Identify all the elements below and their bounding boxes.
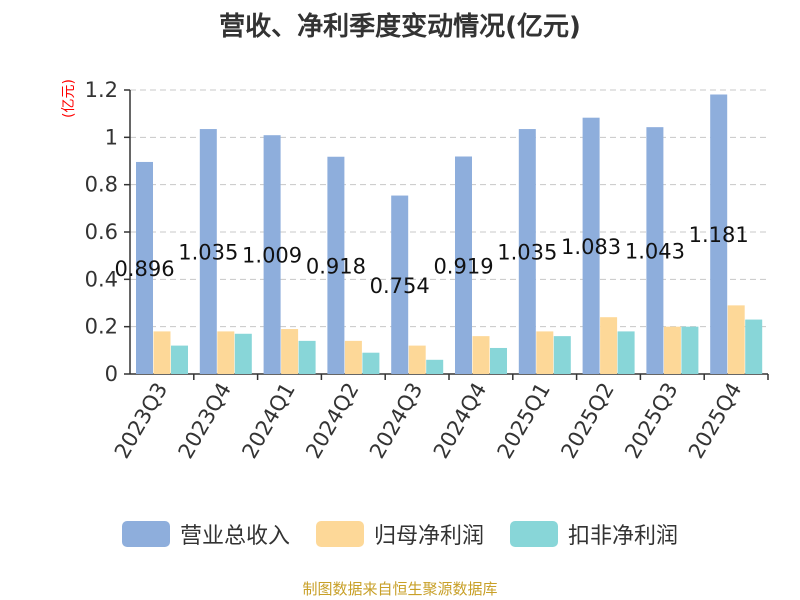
data-label: 0.919 bbox=[433, 254, 493, 278]
bar-net-profit bbox=[281, 329, 299, 374]
x-tick-label: 2025Q1 bbox=[493, 379, 555, 463]
x-tick-label: 2025Q2 bbox=[556, 379, 618, 463]
bar-net-profit bbox=[408, 345, 426, 374]
y-tick-label: 0.2 bbox=[85, 315, 118, 339]
x-tick-label: 2023Q3 bbox=[110, 379, 172, 463]
data-source-note: 制图数据来自恒生聚源数据库 bbox=[302, 580, 498, 598]
x-tick-label: 2024Q1 bbox=[237, 379, 299, 463]
bar-deducted-profit bbox=[745, 319, 763, 374]
bar-revenue bbox=[327, 156, 345, 374]
legend-item-revenue[interactable]: 营业总收入 bbox=[121, 518, 290, 550]
x-tick-label: 2024Q2 bbox=[301, 379, 363, 463]
bar-net-profit bbox=[600, 317, 618, 374]
bar-revenue bbox=[263, 135, 281, 374]
bar-net-profit bbox=[153, 331, 171, 374]
bar-revenue bbox=[710, 94, 728, 374]
bar-deducted-profit bbox=[553, 336, 571, 374]
x-tick-label: 2023Q4 bbox=[174, 379, 236, 463]
bar-deducted-profit bbox=[617, 331, 635, 374]
chart-title: 营收、净利季度变动情况(亿元) bbox=[219, 12, 581, 42]
x-tick-label: 2025Q4 bbox=[684, 379, 746, 463]
y-tick-label: 1 bbox=[105, 125, 118, 149]
bar-net-profit bbox=[344, 340, 362, 374]
bar-revenue bbox=[136, 161, 153, 374]
bar-revenue bbox=[391, 195, 409, 374]
bar-net-profit bbox=[727, 305, 745, 374]
y-tick-label: 0.4 bbox=[85, 267, 118, 291]
bar-revenue bbox=[199, 129, 217, 374]
data-label: 0.754 bbox=[370, 274, 430, 298]
x-tick-label: 2024Q4 bbox=[429, 379, 491, 463]
bar-deducted-profit bbox=[362, 352, 380, 374]
legend-swatch-net-profit bbox=[315, 521, 364, 547]
bar-deducted-profit bbox=[490, 347, 507, 374]
y-tick-label: 0.8 bbox=[85, 173, 118, 197]
bar-net-profit bbox=[663, 326, 681, 374]
y-tick-label: 0 bbox=[105, 362, 118, 386]
data-label: 1.035 bbox=[178, 241, 238, 265]
legend-swatch-deducted-profit bbox=[510, 521, 558, 547]
bar-net-profit bbox=[536, 331, 554, 374]
legend: 营业总收入 归母净利润 扣非净利润 bbox=[0, 518, 800, 550]
bar-net-profit bbox=[217, 331, 235, 374]
data-label: 1.035 bbox=[497, 241, 557, 265]
data-label: 1.043 bbox=[625, 240, 685, 264]
bar-revenue bbox=[646, 127, 664, 374]
bar-deducted-profit bbox=[298, 340, 316, 374]
bar-revenue bbox=[518, 129, 536, 374]
bar-deducted-profit bbox=[681, 326, 699, 374]
bar-net-profit bbox=[472, 336, 490, 374]
legend-swatch-revenue bbox=[121, 521, 170, 547]
legend-label-revenue: 营业总收入 bbox=[179, 524, 290, 549]
data-label: 1.009 bbox=[242, 244, 302, 268]
legend-label-deducted-profit: 扣非净利润 bbox=[568, 524, 679, 549]
bar-revenue bbox=[455, 156, 472, 374]
data-label: 1.083 bbox=[561, 235, 621, 259]
legend-item-deducted-profit[interactable]: 扣非净利润 bbox=[510, 518, 678, 550]
bar-deducted-profit bbox=[426, 359, 444, 374]
x-tick-label: 2025Q3 bbox=[620, 379, 682, 463]
y-tick-label: 1.2 bbox=[85, 78, 118, 102]
y-tick-label: 0.6 bbox=[85, 220, 118, 244]
data-label: 1.181 bbox=[689, 223, 749, 247]
bar-deducted-profit bbox=[171, 345, 188, 374]
legend-item-net-profit[interactable]: 归母净利润 bbox=[315, 518, 484, 550]
bar-deducted-profit bbox=[234, 333, 252, 374]
legend-label-net-profit: 归母净利润 bbox=[373, 524, 484, 549]
bar-revenue bbox=[582, 117, 600, 374]
data-label: 0.918 bbox=[306, 254, 366, 278]
data-label: 0.896 bbox=[114, 257, 174, 281]
x-tick-label: 2024Q3 bbox=[365, 379, 427, 463]
